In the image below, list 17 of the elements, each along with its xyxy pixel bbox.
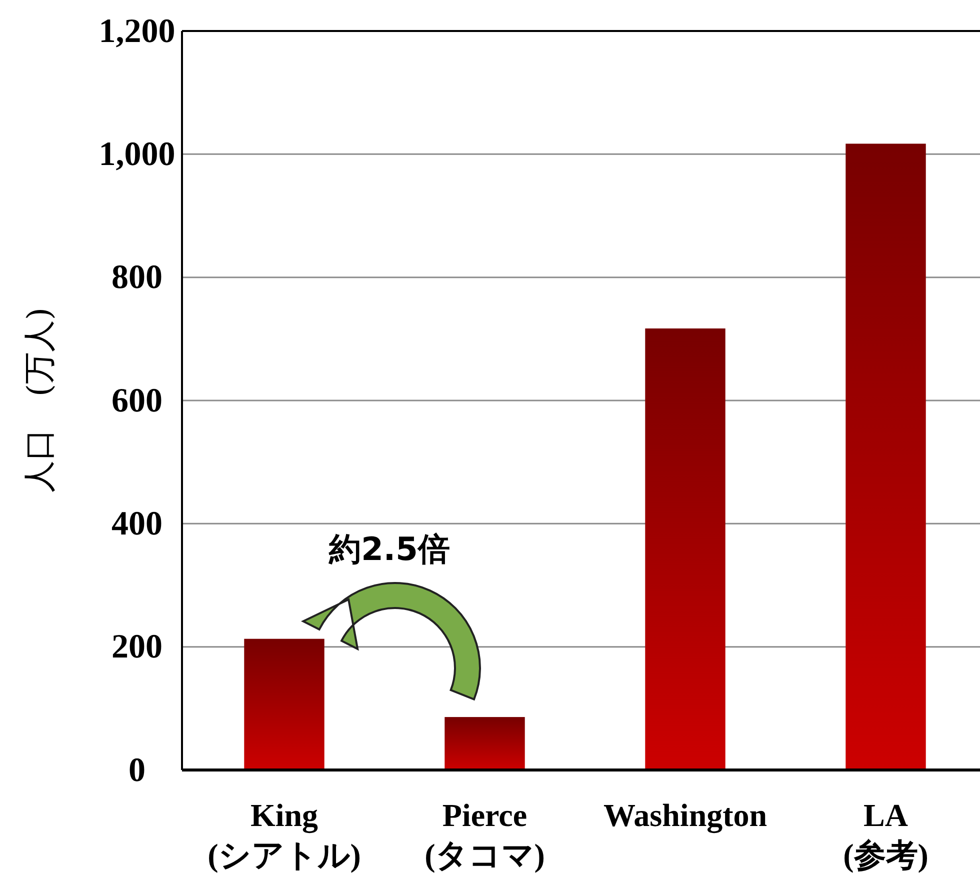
y-tick-label: 600 bbox=[112, 382, 162, 420]
y-tick-label: 1,200 bbox=[98, 12, 176, 50]
bar bbox=[444, 717, 525, 770]
bar bbox=[244, 638, 324, 770]
x-tick-label: Washington bbox=[603, 797, 768, 834]
y-tick-label: 400 bbox=[112, 506, 162, 543]
y-tick-label: 800 bbox=[112, 259, 162, 296]
bar bbox=[846, 144, 926, 770]
x-tick-label: Pierce (タコマ) bbox=[424, 797, 545, 873]
bar bbox=[645, 328, 726, 770]
y-axis-title: 人口 (万人) bbox=[20, 308, 58, 492]
y-tick-label: 200 bbox=[112, 628, 162, 666]
y-tick-label: 0 bbox=[128, 752, 146, 789]
x-tick-label: King (シアトル) bbox=[208, 797, 361, 873]
x-tick-label: LA (参考) bbox=[843, 797, 928, 873]
y-tick-label: 1,000 bbox=[98, 136, 176, 174]
annotation: 約2.5倍 bbox=[328, 530, 450, 568]
